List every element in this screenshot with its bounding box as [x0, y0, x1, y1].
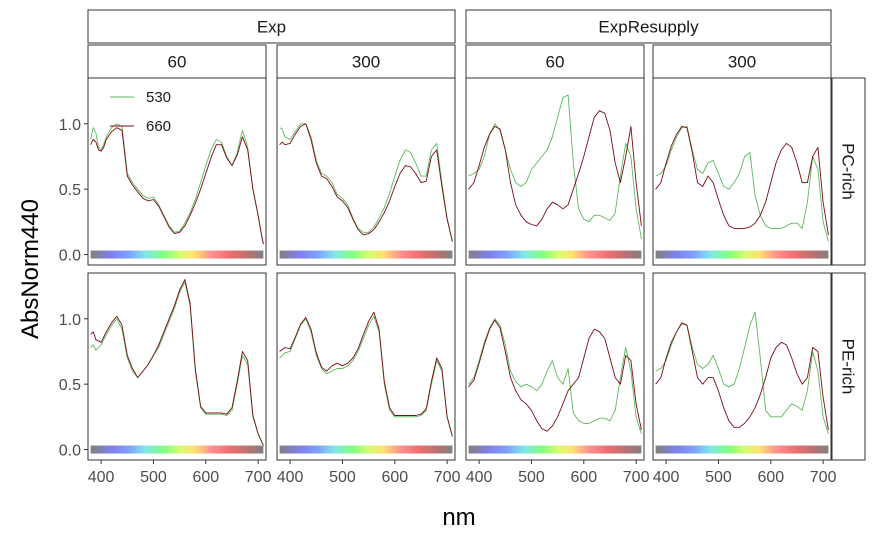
spectrum-bar	[90, 250, 264, 259]
group-strip-label: ExpResupply	[598, 18, 699, 37]
panel-border	[87, 77, 267, 266]
legend: 530 660	[110, 89, 171, 135]
x-tick-label: 500	[329, 469, 356, 486]
panel-background	[277, 273, 455, 460]
spectrum-bar	[468, 445, 642, 454]
x-tick-label: 700	[623, 469, 650, 486]
series-line-660	[90, 127, 264, 245]
spectrum-bar	[279, 445, 453, 454]
panel-pe-rich-exp-300	[276, 272, 456, 461]
x-tick-label: 400	[466, 469, 493, 486]
y-tick-label: 1.0	[59, 312, 81, 329]
x-tick-label: 600	[381, 469, 408, 486]
y-tick-label: 0.5	[59, 377, 81, 394]
x-tick-label: 600	[192, 469, 219, 486]
series-line-660	[655, 125, 829, 235]
x-axis-title: nm	[442, 504, 475, 531]
y-tick-label: 0.0	[59, 443, 81, 460]
y-axis-title: AbsNorm440	[17, 199, 44, 339]
panel-pc-rich-expresupply-60	[465, 77, 645, 266]
x-tick-label: 400	[653, 469, 680, 486]
x-tick-label: 700	[245, 469, 272, 486]
panel-border	[652, 77, 832, 266]
series-line-530	[90, 281, 264, 446]
panel-background	[466, 78, 644, 265]
x-tick-label: 500	[705, 469, 732, 486]
y-tick-label: 0.5	[59, 182, 81, 199]
series-line-660	[468, 110, 642, 227]
x-tick-label: 600	[570, 469, 597, 486]
row-strip-label: PC-rich	[839, 143, 858, 200]
y-tick-label: 0.0	[59, 248, 81, 265]
panel-background	[88, 273, 266, 460]
panel-pc-rich-exp-60	[87, 77, 267, 266]
series-line-530	[468, 94, 642, 239]
panel-pe-rich-expresupply-60	[465, 272, 645, 461]
row-strip	[831, 272, 866, 461]
panel-background	[88, 78, 266, 265]
panel-pe-rich-expresupply-300	[652, 272, 832, 461]
spectrum-bar	[279, 250, 453, 259]
facet-panels	[87, 77, 832, 461]
legend-label: 530	[146, 89, 171, 106]
series-line-530	[90, 123, 264, 245]
series-line-660	[90, 279, 264, 446]
col-strip	[652, 44, 832, 79]
panel-border	[276, 272, 456, 461]
spectrum-bar	[655, 445, 829, 454]
col-strip	[276, 44, 456, 79]
series-line-660	[279, 311, 453, 437]
panel-pc-rich-exp-300	[276, 77, 456, 266]
panel-border	[87, 272, 267, 461]
x-tick-label: 400	[88, 469, 115, 486]
y-tick-label: 1.0	[59, 117, 81, 134]
x-tick-label: 500	[518, 469, 545, 486]
series-line-530	[468, 318, 642, 434]
panel-pc-rich-expresupply-300	[652, 77, 832, 266]
panel-background	[653, 78, 831, 265]
row-strip-label: PE-rich	[839, 339, 858, 395]
x-tick-label: 700	[434, 469, 461, 486]
spectrum-bar	[90, 445, 264, 454]
panel-border	[465, 272, 645, 461]
series-line-530	[279, 315, 453, 437]
col-strip	[465, 44, 645, 79]
panel-background	[466, 273, 644, 460]
panel-border	[465, 77, 645, 266]
group-strip-label: Exp	[257, 18, 286, 37]
x-tick-label: 600	[757, 469, 784, 486]
spectrum-bar	[468, 250, 642, 259]
series-line-660	[279, 123, 453, 242]
legend-label: 660	[146, 118, 171, 135]
col-strip-label: 300	[352, 53, 380, 72]
series-line-660	[468, 319, 642, 432]
col-strip-label: 60	[168, 53, 187, 72]
group-strip-exp	[87, 9, 456, 44]
x-tick-label: 700	[810, 469, 837, 486]
facet-strips: Exp ExpResupply 60 300 60 300 PC-rich PE-rich	[87, 9, 866, 461]
series-line-530	[279, 123, 453, 242]
series-line-530	[655, 311, 829, 434]
panel-background	[653, 273, 831, 460]
series-line-660	[655, 322, 829, 430]
spectrum-bar	[655, 250, 829, 259]
col-strip-label: 60	[546, 53, 565, 72]
panel-pe-rich-exp-60	[87, 272, 267, 461]
panel-border	[276, 77, 456, 266]
col-strip-label: 300	[728, 53, 756, 72]
x-tick-label: 400	[277, 469, 304, 486]
row-strip	[831, 77, 866, 266]
panel-border	[652, 272, 832, 461]
x-tick-label: 500	[140, 469, 167, 486]
group-strip-expresupply	[465, 9, 832, 44]
col-strip	[87, 44, 267, 79]
